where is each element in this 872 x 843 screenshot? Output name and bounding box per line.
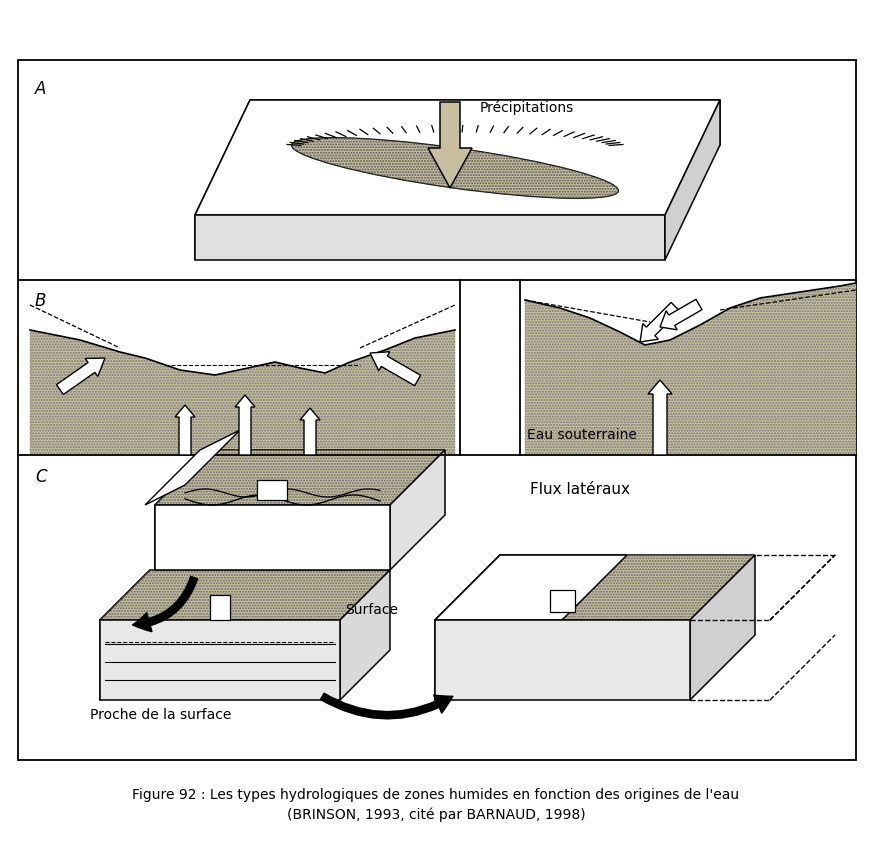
Polygon shape — [550, 590, 575, 612]
Polygon shape — [300, 408, 320, 455]
Polygon shape — [175, 405, 195, 455]
FancyArrowPatch shape — [133, 577, 197, 631]
Polygon shape — [57, 358, 105, 395]
Text: C: C — [35, 468, 46, 486]
Text: Eau souterraine: Eau souterraine — [527, 428, 637, 442]
Text: Figure 92 : Les types hydrologiques de zones humides en fonction des origines de: Figure 92 : Les types hydrologiques de z… — [133, 788, 739, 802]
Polygon shape — [690, 555, 755, 700]
Polygon shape — [435, 555, 755, 620]
Polygon shape — [30, 330, 455, 455]
Polygon shape — [435, 555, 500, 700]
Polygon shape — [257, 480, 287, 500]
Text: (BRINSON, 1993, cité par BARNAUD, 1998): (BRINSON, 1993, cité par BARNAUD, 1998) — [287, 808, 585, 822]
Polygon shape — [100, 570, 390, 620]
Polygon shape — [370, 352, 420, 386]
Polygon shape — [100, 620, 340, 700]
Polygon shape — [195, 215, 665, 260]
FancyArrowPatch shape — [321, 694, 453, 719]
Text: Proche de la surface: Proche de la surface — [90, 708, 231, 722]
Polygon shape — [210, 595, 230, 620]
Polygon shape — [100, 570, 150, 700]
Polygon shape — [155, 450, 210, 570]
Polygon shape — [155, 505, 390, 570]
Polygon shape — [640, 303, 679, 342]
Polygon shape — [435, 555, 627, 620]
Polygon shape — [155, 450, 445, 505]
Text: Surface: Surface — [345, 603, 398, 617]
Polygon shape — [660, 299, 702, 330]
Polygon shape — [195, 100, 720, 215]
Polygon shape — [648, 380, 672, 455]
Text: Précipitations: Précipitations — [480, 101, 575, 115]
Ellipse shape — [291, 137, 618, 198]
Polygon shape — [390, 450, 445, 570]
Polygon shape — [250, 100, 720, 145]
Polygon shape — [145, 430, 240, 505]
Polygon shape — [195, 100, 250, 260]
Polygon shape — [340, 570, 390, 700]
Polygon shape — [525, 283, 856, 455]
Polygon shape — [235, 395, 255, 455]
Text: B: B — [35, 292, 46, 310]
Polygon shape — [428, 102, 472, 188]
Polygon shape — [435, 620, 690, 700]
Text: A: A — [35, 80, 46, 98]
Text: Flux latéraux: Flux latéraux — [530, 482, 630, 497]
Polygon shape — [665, 100, 720, 260]
